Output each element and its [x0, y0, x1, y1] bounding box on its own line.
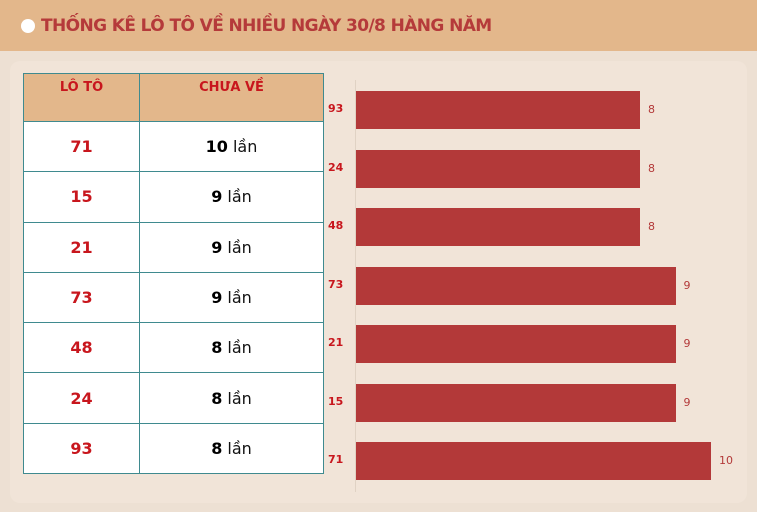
count-value: 9 [211, 237, 223, 257]
lo-number: 71 [23, 120, 140, 173]
col-header-count: CHƯA VỀ [139, 73, 324, 122]
table-row: 73 9 lần [23, 271, 324, 324]
header: THỐNG KÊ LÔ TÔ VỀ NHIỀU NGÀY 30/8 HÀNG N… [0, 0, 757, 51]
chart-axis [355, 80, 356, 492]
count-unit: lần [227, 288, 252, 308]
bar-label: 48 [328, 219, 344, 232]
table-row: 71 10 lần [23, 120, 324, 173]
bar-label: 21 [328, 336, 344, 349]
bar-value: 9 [683, 395, 691, 409]
bar-value: 10 [719, 454, 733, 467]
lo-number: 24 [23, 372, 140, 424]
count-cell: 9 lần [139, 221, 324, 273]
lo-number: 21 [23, 221, 140, 273]
bar-label: 71 [328, 453, 344, 466]
col-header-lo: LÔ TÔ [23, 73, 140, 122]
bar-label: 15 [328, 394, 344, 408]
table-row: 24 8 lần [23, 372, 324, 424]
count-unit: lần [227, 438, 252, 458]
count-cell: 10 lần [139, 120, 324, 173]
stats-table: LÔ TÔ CHƯA VỀ 71 10 lần 15 9 lần 21 9 lần 73 9 … [23, 73, 324, 475]
lo-number: 93 [23, 422, 140, 475]
table-row: 93 8 lần [23, 422, 324, 475]
table-row: 21 9 lần [23, 221, 324, 273]
count-unit: lần [227, 338, 252, 358]
bar [356, 149, 640, 188]
bar [356, 208, 640, 246]
bar [356, 266, 676, 305]
bar-label: 24 [328, 160, 344, 174]
bar [356, 442, 711, 480]
lo-number: 48 [23, 322, 140, 374]
lo-number: 73 [23, 271, 140, 324]
bar [356, 91, 640, 129]
page-title: THỐNG KÊ LÔ TÔ VỀ NHIỀU NGÀY 30/8 HÀNG N… [41, 15, 492, 36]
count-unit: lần [227, 187, 252, 207]
count-cell: 9 lần [139, 171, 324, 223]
count-cell: 9 lần [139, 271, 324, 324]
count-value: 9 [211, 288, 223, 308]
count-value: 9 [211, 187, 223, 207]
count-value: 8 [211, 388, 223, 408]
count-unit: lần [227, 388, 252, 408]
bar-value: 9 [683, 278, 691, 292]
count-value: 8 [211, 338, 223, 358]
count-cell: 8 lần [139, 322, 324, 374]
count-cell: 8 lần [139, 422, 324, 475]
bar-value: 9 [683, 337, 691, 350]
bar-value: 8 [648, 103, 655, 116]
bullet-icon [21, 18, 35, 33]
table-row: 48 8 lần [23, 322, 324, 374]
bar-value: 8 [648, 220, 655, 233]
bar [356, 383, 676, 422]
bar-value: 8 [648, 161, 655, 175]
count-value: 10 [205, 137, 228, 157]
count-value: 8 [211, 438, 223, 458]
count-cell: 8 lần [139, 372, 324, 424]
count-unit: lần [227, 237, 252, 257]
bar-label: 93 [328, 102, 344, 115]
bar-label: 73 [328, 277, 344, 291]
bar [356, 325, 676, 363]
count-unit: lần [232, 137, 258, 157]
lo-number: 15 [23, 171, 140, 223]
table-row: 15 9 lần [23, 171, 324, 223]
